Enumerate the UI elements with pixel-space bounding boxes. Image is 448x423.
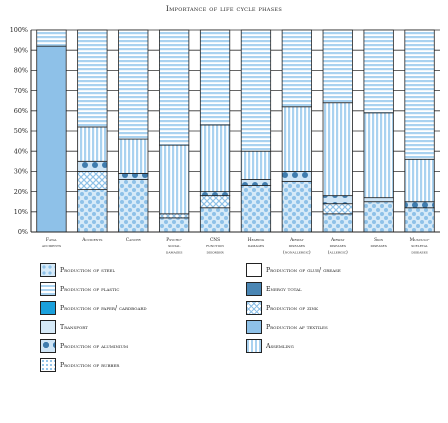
legend-swatch (246, 320, 262, 334)
bar-segment (77, 29, 108, 128)
x-category-label: damages (166, 250, 182, 255)
x-category-label: Musculo- (410, 238, 430, 243)
chart-title: Importance of life cycle phases (165, 4, 283, 13)
bar-segment (36, 29, 67, 47)
x-category-label: (allergic) (328, 250, 348, 255)
legend-item: Production of aluminium (40, 339, 128, 353)
legend-label: Transport (60, 323, 88, 331)
bar-segment (404, 29, 435, 160)
x-category-label: damages (248, 244, 264, 249)
bar-segment (159, 144, 190, 215)
legend-swatch (246, 339, 262, 353)
x-category-label: diseases (289, 244, 305, 249)
legend-swatch (40, 320, 56, 334)
x-category-label: Accidents (81, 238, 102, 243)
legend-label: Production of aluminium (60, 342, 129, 350)
x-category-label: diseases (411, 250, 427, 255)
legend-swatch (40, 282, 56, 296)
x-category-label: accidents (41, 244, 61, 249)
legend-label: Production of glue/ grease (266, 266, 341, 274)
legend-label: Production of zink (266, 304, 318, 312)
bar-segment (118, 179, 149, 233)
x-category-label: diseases (370, 244, 386, 249)
y-tick-label: 30% (14, 168, 28, 176)
bar-segment (199, 29, 231, 126)
legend-label: Assemling (266, 342, 294, 350)
legend-item: Production of plastic (40, 282, 119, 296)
bar-segment (363, 201, 394, 233)
legend-item: Production of rubber (40, 358, 119, 372)
legend-item: Production af textiles (246, 320, 328, 334)
x-category-label: (nonallergic) (283, 250, 311, 255)
x-category-label: sceletal (411, 244, 428, 249)
x-category-label: disorder (206, 250, 224, 255)
x-category-label: Psycho- (166, 238, 182, 243)
legend-swatch (40, 263, 56, 277)
y-tick-label: 100% (10, 26, 28, 34)
x-category-label: CNS (210, 238, 220, 243)
y-tick-label: 70% (14, 87, 28, 95)
legend-swatch (246, 263, 262, 277)
x-category-label: social (168, 244, 180, 249)
x-category-label: Cancer (126, 238, 142, 243)
x-category-label: Fatal (46, 238, 57, 243)
bars-layer (36, 29, 435, 233)
legend-swatch (40, 339, 56, 353)
legend-item: Assemling (246, 339, 294, 353)
y-tick-labels: 0% 10% 20% 30% 40% 50% 60% 70% 80% 90% 100% (10, 26, 28, 236)
x-category-label: diseases (330, 244, 346, 249)
legend-label: Production of rubber (60, 361, 120, 369)
y-tick-label: 20% (14, 188, 28, 196)
y-tick-label: 80% (14, 67, 28, 75)
bar-segment (240, 29, 272, 152)
bar-segment (363, 29, 394, 114)
y-tick-label: 90% (14, 46, 28, 54)
bar-segment (240, 185, 272, 233)
legend-item: Production of steel (40, 263, 115, 277)
legend-label: Production of plastic (60, 285, 120, 293)
legend-swatch (246, 282, 262, 296)
y-tick-label: 0% (18, 228, 28, 236)
x-category-label: Airway (330, 238, 345, 243)
legend-item: Production of glue/ grease (246, 263, 341, 277)
x-category-label: Hearing (248, 238, 265, 243)
legend-item: Transport (40, 320, 88, 334)
legend-item: Production of zink (246, 301, 318, 315)
bar-segment (363, 112, 394, 199)
bar-segment (281, 106, 312, 172)
x-category-label: Skin (374, 238, 383, 243)
bar-segment (322, 102, 353, 197)
legend-item: Production of paper/ cardboard (40, 301, 147, 315)
y-tick-label: 10% (14, 208, 28, 216)
legend-label: Production of steel (60, 266, 116, 274)
legend-swatch (40, 358, 56, 372)
x-category-label: function (206, 244, 224, 249)
legend-swatch (40, 301, 56, 315)
bar-segment (36, 45, 67, 233)
legend-label: Production af textiles (266, 323, 328, 331)
legend-label: Energy total (266, 285, 302, 293)
x-category-label: Airway (289, 238, 304, 243)
bar-segment (322, 29, 353, 104)
legend-swatch (246, 301, 262, 315)
bar-segment (404, 158, 435, 203)
bar-segment (159, 29, 190, 146)
bar-segment (77, 126, 108, 162)
y-tick-label: 40% (14, 147, 28, 155)
legend-item: Energy total (246, 282, 302, 296)
bar-segment (118, 29, 149, 140)
bar-segment (199, 124, 231, 193)
legend-label: Production of paper/ cardboard (60, 304, 147, 312)
y-tick-label: 50% (14, 127, 28, 135)
bar-segment (118, 138, 149, 174)
bar-segment (281, 29, 312, 108)
y-tick-label: 60% (14, 107, 28, 115)
